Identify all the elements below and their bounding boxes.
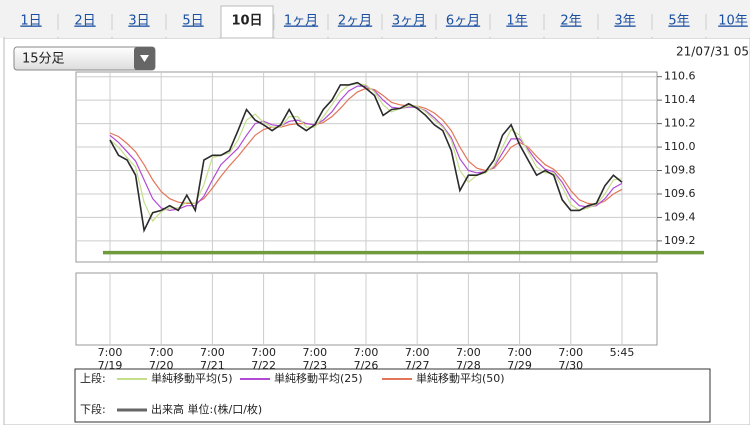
tab[interactable] (220, 5, 274, 39)
moving-average-line (109, 83, 623, 223)
tab-label[interactable]: 10日 (231, 14, 262, 29)
tab[interactable] (491, 6, 543, 38)
x-tick-date: 7/30 (558, 359, 583, 372)
tab[interactable] (653, 6, 705, 38)
tab-label[interactable]: 3年 (614, 14, 635, 29)
x-tick-label: 7:00 (149, 346, 174, 359)
tab-label[interactable]: 3日 (128, 14, 149, 29)
y-tick-label: 109.8 (664, 164, 696, 177)
price-line (109, 81, 623, 233)
x-tick-date: 7/19 (98, 359, 123, 372)
x-tick-date: 7/22 (251, 359, 276, 372)
y-tick-label: 110.2 (664, 117, 696, 130)
tab[interactable] (275, 6, 327, 38)
x-tick-label: 7:00 (200, 346, 225, 359)
legend-label: 単純移動平均(50) (416, 371, 505, 385)
tab[interactable] (59, 6, 111, 38)
volume-panel (75, 272, 658, 346)
x-tick-label: 7:00 (507, 346, 532, 359)
tab[interactable] (707, 6, 750, 38)
x-tick-label: 7:00 (354, 346, 379, 359)
dropdown-arrow (140, 55, 149, 62)
tab[interactable] (167, 6, 219, 38)
tab[interactable] (545, 6, 597, 38)
x-tick-date: 7/28 (456, 359, 481, 372)
timestamp: 21/07/31 05 (676, 45, 749, 59)
y-tick-label: 110.4 (664, 93, 696, 106)
x-tick-date: 7/27 (405, 359, 430, 372)
tab-label[interactable]: 5日 (182, 14, 203, 29)
tab[interactable] (113, 6, 165, 38)
tab-label[interactable]: 1ヶ月 (284, 14, 318, 29)
x-tick-date: 7/29 (507, 359, 532, 372)
tab-label[interactable]: 5年 (668, 14, 689, 29)
x-tick-label: 7:00 (251, 346, 276, 359)
x-tick-date: 7/26 (354, 359, 379, 372)
x-tick-label: 7:00 (456, 346, 481, 359)
tab-label[interactable]: 6ヶ月 (446, 14, 480, 29)
tab[interactable] (437, 6, 489, 38)
tab-label[interactable]: 2年 (560, 14, 581, 29)
y-tick-label: 109.4 (664, 210, 696, 223)
tab[interactable] (329, 6, 381, 38)
y-tick-label: 109.2 (664, 234, 696, 247)
tab-label[interactable]: 3ヶ月 (392, 14, 426, 29)
x-tick-date: 7/23 (302, 359, 327, 372)
x-tick-date: 7/21 (200, 359, 225, 372)
x-tick-label: 7:00 (405, 346, 430, 359)
y-tick-label: 110.0 (664, 140, 696, 153)
legend-label: 単純移動平均(25) (274, 371, 363, 385)
tab-label[interactable]: 2ヶ月 (338, 14, 372, 29)
tab-label[interactable]: 1年 (506, 14, 527, 29)
tab[interactable] (599, 6, 651, 38)
tab[interactable] (5, 6, 57, 38)
y-tick-label: 109.6 (664, 187, 696, 200)
x-tick-label: 7:00 (302, 346, 327, 359)
x-tick-label: 5:45 (610, 346, 635, 359)
legend-box (74, 368, 711, 423)
tab-label[interactable]: 2日 (74, 14, 95, 29)
x-tick-date: 7/20 (149, 359, 174, 372)
interval-label: 15分足 (22, 52, 65, 67)
legend-label: 単純移動平均(5) (151, 371, 233, 385)
tab-label[interactable]: 1日 (20, 14, 41, 29)
legend-upper-label: 上段: (80, 371, 106, 385)
legend-label: 出来高 単位:(株/口/枚) (151, 402, 262, 416)
legend-lower-label: 下段: (80, 402, 106, 416)
y-tick-label: 110.6 (664, 70, 696, 83)
x-tick-label: 7:00 (98, 346, 123, 359)
x-tick-label: 7:00 (558, 346, 583, 359)
tab-label[interactable]: 10年 (718, 14, 748, 29)
price-panel (75, 71, 658, 263)
tab[interactable] (383, 6, 435, 38)
